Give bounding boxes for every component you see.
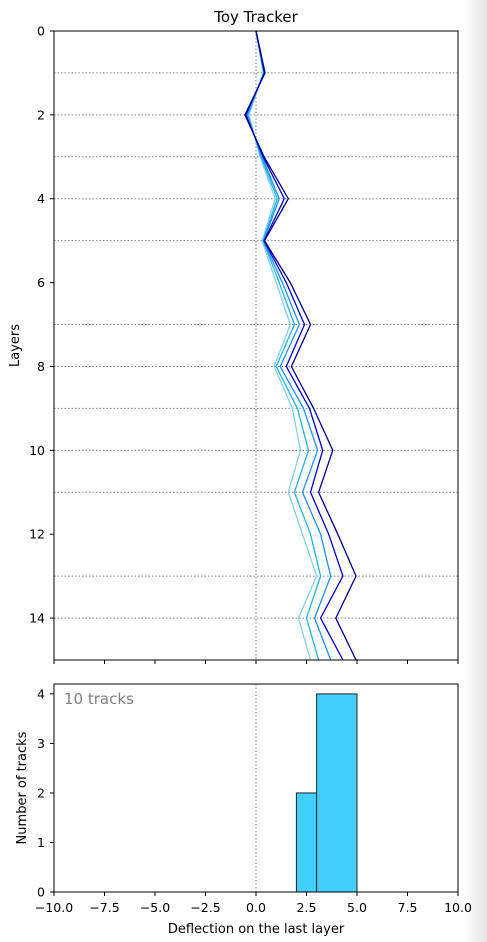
histogram-bar-1 [316, 693, 358, 893]
top-plot-frame [53, 30, 459, 661]
top-x-ticks [53, 660, 459, 664]
bottom-x-tick-label-7: 7.5 [398, 900, 418, 915]
top-y-tick-label-3: 6 [37, 275, 45, 290]
layer-gridlines [54, 72, 458, 619]
bottom-x-ticks: −10.0 −7.5 −5.0 −2.5 0.0 2.5 5.0 7.5 10.0 [35, 892, 472, 915]
top-y-tick-label-0: 0 [37, 24, 45, 39]
bottom-y-axis-label: Number of tracks [15, 731, 30, 844]
track-line-1 [247, 30, 322, 661]
top-y-ticks: 0 2 4 6 8 10 12 14 [29, 24, 54, 626]
track-line-4 [244, 30, 357, 661]
bottom-y-ticks: 0 1 2 3 4 [37, 686, 54, 900]
bottom-plot-frame [53, 683, 459, 893]
bottom-x-tick-label-8: 10.0 [444, 900, 472, 915]
bottom-x-tick-label-3: −2.5 [190, 900, 220, 915]
top-y-tick-label-4: 8 [37, 359, 45, 374]
bottom-y-tick-label-1: 1 [37, 835, 45, 850]
histogram-bars [295, 693, 358, 893]
top-y-tick-label-2: 4 [37, 191, 45, 206]
bottom-x-axis-label: Deflection on the last layer [168, 922, 345, 937]
top-y-axis-label: Layers [8, 324, 23, 367]
histogram-bar-0 [295, 792, 318, 893]
chart-title: Toy Tracker [213, 8, 298, 26]
bottom-x-tick-label-0: −10.0 [35, 900, 73, 915]
track-lines [244, 30, 357, 661]
bottom-y-tick-label-0: 0 [37, 885, 45, 900]
bottom-y-tick-label-2: 2 [37, 785, 45, 800]
track-line-0 [248, 30, 318, 661]
bottom-x-tick-label-4: 0.0 [246, 900, 266, 915]
top-y-tick-label-7: 14 [29, 611, 45, 626]
bottom-y-tick-label-3: 3 [37, 736, 45, 751]
bottom-x-tick-label-5: 2.5 [297, 900, 317, 915]
bottom-y-tick-label-4: 4 [37, 686, 45, 701]
bottom-x-tick-label-1: −7.5 [89, 900, 119, 915]
top-y-tick-label-5: 10 [29, 443, 45, 458]
top-y-tick-label-1: 2 [37, 107, 45, 122]
bottom-x-tick-label-2: −5.0 [140, 900, 170, 915]
bottom-x-tick-label-6: 5.0 [347, 900, 367, 915]
top-y-tick-label-6: 12 [29, 527, 45, 542]
track-count-annotation: 10 tracks [64, 690, 134, 708]
